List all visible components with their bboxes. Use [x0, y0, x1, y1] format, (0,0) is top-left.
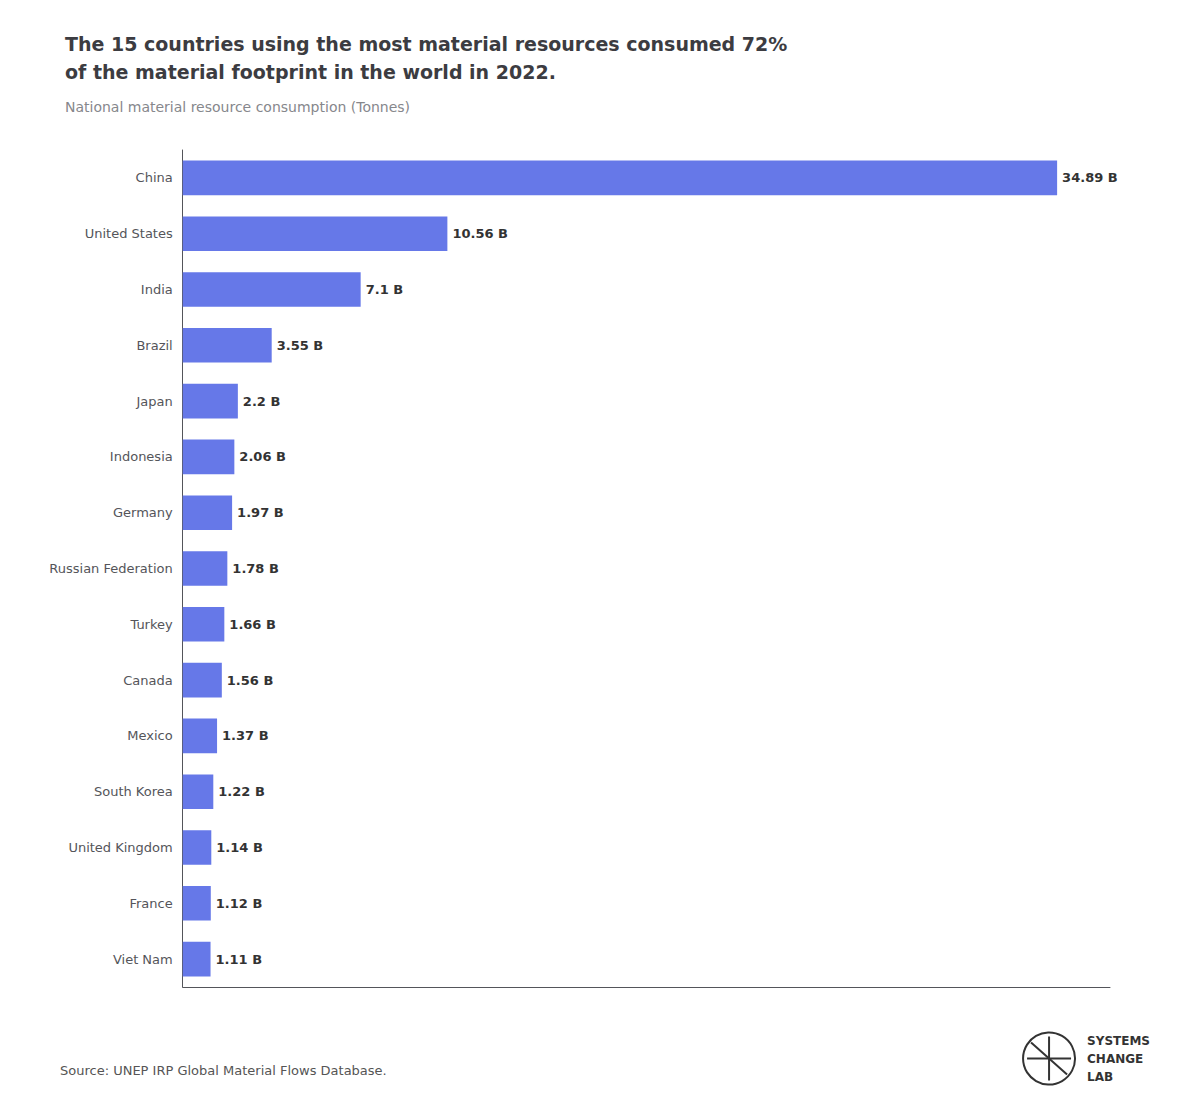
svg-text:2.06 B: 2.06 B	[239, 449, 286, 464]
svg-text:Russian Federation: Russian Federation	[49, 561, 172, 576]
svg-text:10.56 B: 10.56 B	[452, 226, 508, 241]
svg-text:1.56 B: 1.56 B	[227, 673, 274, 688]
svg-text:1.11 B: 1.11 B	[216, 952, 263, 967]
svg-text:Japan: Japan	[135, 394, 172, 409]
svg-text:Source: UNEP IRP Global Materi: Source: UNEP IRP Global Material Flows D…	[60, 1063, 387, 1078]
svg-text:Viet Nam: Viet Nam	[113, 952, 173, 967]
svg-text:1.66 B: 1.66 B	[229, 617, 276, 632]
svg-text:United States: United States	[85, 226, 173, 241]
svg-text:3.55 B: 3.55 B	[277, 338, 324, 353]
svg-text:34.89 B: 34.89 B	[1062, 170, 1118, 185]
svg-text:1.37 B: 1.37 B	[222, 728, 269, 743]
svg-text:1.14 B: 1.14 B	[216, 840, 263, 855]
svg-text:India: India	[141, 282, 173, 297]
svg-text:National material resource con: National material resource consumption (…	[65, 99, 410, 115]
svg-text:United Kingdom: United Kingdom	[68, 840, 172, 855]
svg-text:Germany: Germany	[113, 505, 173, 520]
svg-text:7.1 B: 7.1 B	[366, 282, 403, 297]
svg-text:Brazil: Brazil	[136, 338, 172, 353]
svg-text:of the material footprint in t: of the material footprint in the world i…	[65, 61, 556, 83]
svg-text:Indonesia: Indonesia	[110, 449, 173, 464]
svg-text:LAB: LAB	[1087, 1070, 1113, 1084]
svg-text:China: China	[136, 170, 173, 185]
svg-text:The 15 countries using the mos: The 15 countries using the most material…	[65, 33, 787, 55]
svg-text:1.78 B: 1.78 B	[232, 561, 279, 576]
svg-text:1.12 B: 1.12 B	[216, 896, 263, 911]
svg-text:SYSTEMS: SYSTEMS	[1087, 1034, 1150, 1048]
svg-text:Mexico: Mexico	[127, 728, 172, 743]
svg-text:Turkey: Turkey	[129, 617, 173, 632]
svg-text:1.22 B: 1.22 B	[218, 784, 265, 799]
svg-text:France: France	[129, 896, 172, 911]
svg-text:Canada: Canada	[123, 673, 172, 688]
svg-text:2.2 B: 2.2 B	[243, 394, 280, 409]
svg-text:1.97 B: 1.97 B	[237, 505, 284, 520]
svg-text:South Korea: South Korea	[94, 784, 173, 799]
svg-text:CHANGE: CHANGE	[1087, 1052, 1143, 1066]
